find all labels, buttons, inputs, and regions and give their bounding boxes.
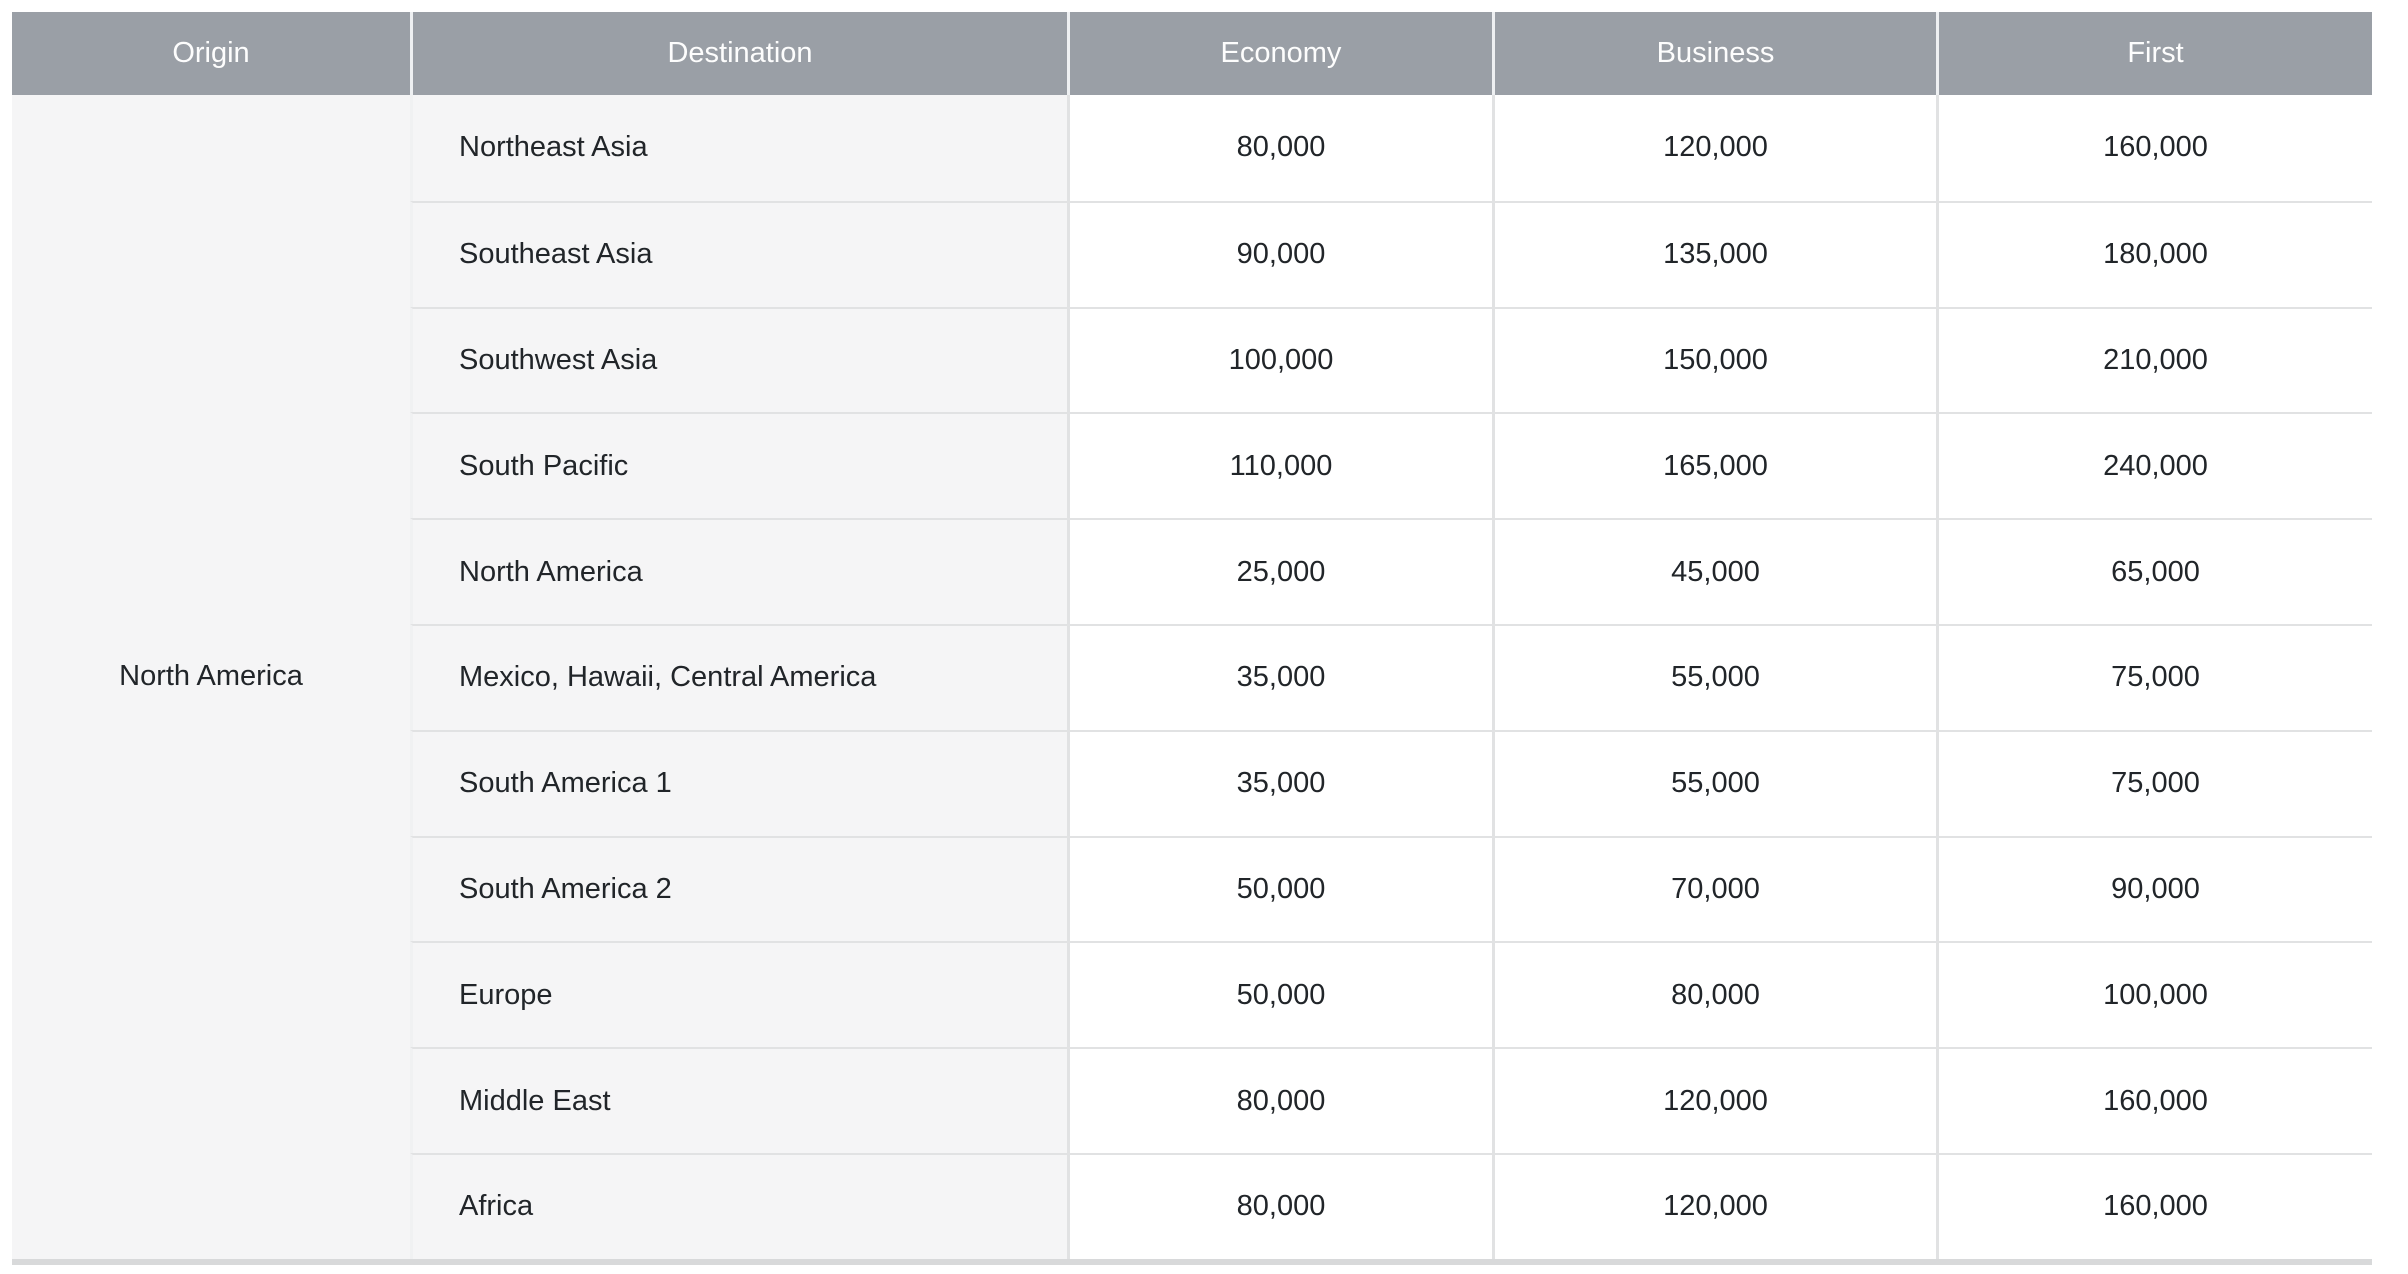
economy-cell: 50,000	[1067, 835, 1492, 942]
destination-cell: Southeast Asia	[410, 200, 1067, 307]
first-cell: 160,000	[1936, 95, 2372, 201]
economy-cell: 35,000	[1067, 729, 1492, 836]
first-cell: 160,000	[1936, 1047, 2372, 1153]
business-cell: 55,000	[1492, 623, 1936, 730]
column-header-first: First	[1936, 12, 2372, 95]
destination-cell: Southwest Asia	[410, 306, 1067, 413]
table-row: Europe 50,000 80,000 100,000	[12, 941, 2372, 1048]
table-row: North America Northeast Asia 80,000 120,…	[12, 95, 2372, 1259]
business-cell: 120,000	[1492, 1152, 1936, 1259]
business-cell: 120,000	[1492, 1047, 1936, 1153]
destination-cell: Middle East	[410, 1047, 1067, 1153]
table-row: Mexico, Hawaii, Central America 35,000 5…	[12, 623, 2372, 730]
business-cell: 150,000	[1492, 306, 1936, 413]
first-cell: 210,000	[1936, 306, 2372, 413]
destination-cell: North America	[410, 518, 1067, 624]
first-cell: 180,000	[1936, 200, 2372, 307]
business-cell: 80,000	[1492, 941, 1936, 1048]
origin-cell: North America	[12, 95, 410, 1259]
business-cell: 55,000	[1492, 729, 1936, 836]
business-cell: 70,000	[1492, 835, 1936, 942]
award-chart-table: Origin Destination Economy Business Firs…	[12, 12, 2372, 1265]
table-row: South Pacific 110,000 165,000 240,000	[12, 412, 2372, 519]
column-header-economy: Economy	[1067, 12, 1492, 95]
business-cell: 165,000	[1492, 412, 1936, 519]
business-cell: 120,000	[1492, 95, 1936, 201]
first-cell: 65,000	[1936, 518, 2372, 624]
first-cell: 75,000	[1936, 623, 2372, 730]
economy-cell: 25,000	[1067, 518, 1492, 624]
table-row: Africa 80,000 120,000 160,000	[12, 1152, 2372, 1259]
first-cell: 100,000	[1936, 941, 2372, 1048]
first-cell: 90,000	[1936, 835, 2372, 942]
economy-cell: 35,000	[1067, 623, 1492, 730]
business-cell: 135,000	[1492, 200, 1936, 307]
destination-cell: South America 1	[410, 729, 1067, 836]
table-row: South America 1 35,000 55,000 75,000	[12, 729, 2372, 836]
economy-cell: 50,000	[1067, 941, 1492, 1048]
economy-cell: 110,000	[1067, 412, 1492, 519]
destination-cell: Africa	[410, 1152, 1067, 1259]
table-row: North America 25,000 45,000 65,000	[12, 518, 2372, 624]
destination-cell: Mexico, Hawaii, Central America	[410, 623, 1067, 730]
destination-cell: Europe	[410, 941, 1067, 1048]
economy-cell: 90,000	[1067, 200, 1492, 307]
destination-cell: Northeast Asia	[410, 95, 1067, 201]
economy-cell: 100,000	[1067, 306, 1492, 413]
table-row: Middle East 80,000 120,000 160,000	[12, 1047, 2372, 1153]
economy-cell: 80,000	[1067, 1152, 1492, 1259]
destination-cell: South America 2	[410, 835, 1067, 942]
table-row: Southeast Asia 90,000 135,000 180,000	[12, 200, 2372, 307]
first-cell: 160,000	[1936, 1152, 2372, 1259]
first-cell: 240,000	[1936, 412, 2372, 519]
economy-cell: 80,000	[1067, 1047, 1492, 1153]
destination-cell: South Pacific	[410, 412, 1067, 519]
column-header-business: Business	[1492, 12, 1936, 95]
column-header-destination: Destination	[410, 12, 1067, 95]
table-row: South America 2 50,000 70,000 90,000	[12, 835, 2372, 942]
header-row: Origin Destination Economy Business Firs…	[12, 12, 2372, 95]
column-header-origin: Origin	[12, 12, 410, 95]
business-cell: 45,000	[1492, 518, 1936, 624]
economy-cell: 80,000	[1067, 95, 1492, 201]
first-cell: 75,000	[1936, 729, 2372, 836]
table-row: Southwest Asia 100,000 150,000 210,000	[12, 306, 2372, 413]
